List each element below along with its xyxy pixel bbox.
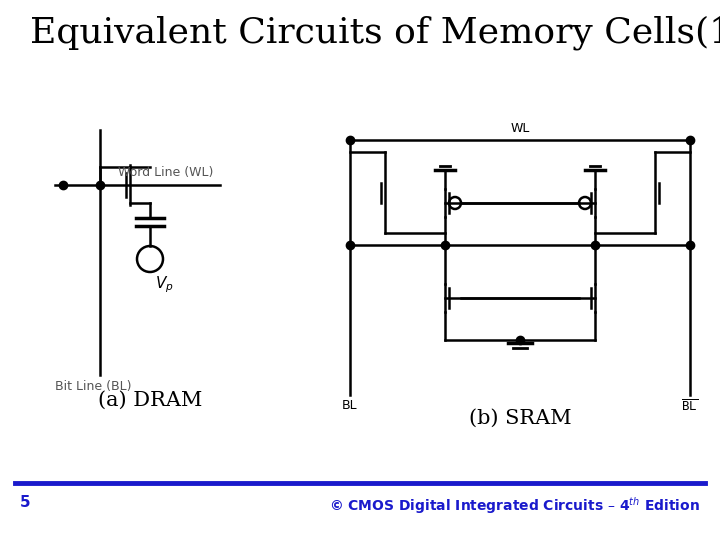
Text: Equivalent Circuits of Memory Cells(1): Equivalent Circuits of Memory Cells(1) bbox=[30, 15, 720, 50]
Text: WL: WL bbox=[510, 122, 530, 135]
Text: 5: 5 bbox=[20, 495, 31, 510]
Text: BL: BL bbox=[342, 399, 358, 412]
Text: Word Line (WL): Word Line (WL) bbox=[118, 166, 213, 179]
Text: © CMOS Digital Integrated Circuits – 4$^{th}$ Edition: © CMOS Digital Integrated Circuits – 4$^… bbox=[329, 495, 700, 516]
Text: Bit Line (BL): Bit Line (BL) bbox=[55, 380, 132, 393]
Text: $\overline{\mathtt{BL}}$: $\overline{\mathtt{BL}}$ bbox=[681, 399, 698, 415]
Text: $V_p$: $V_p$ bbox=[155, 274, 174, 295]
Text: (b) SRAM: (b) SRAM bbox=[469, 409, 571, 428]
Text: (a) DRAM: (a) DRAM bbox=[98, 391, 202, 410]
